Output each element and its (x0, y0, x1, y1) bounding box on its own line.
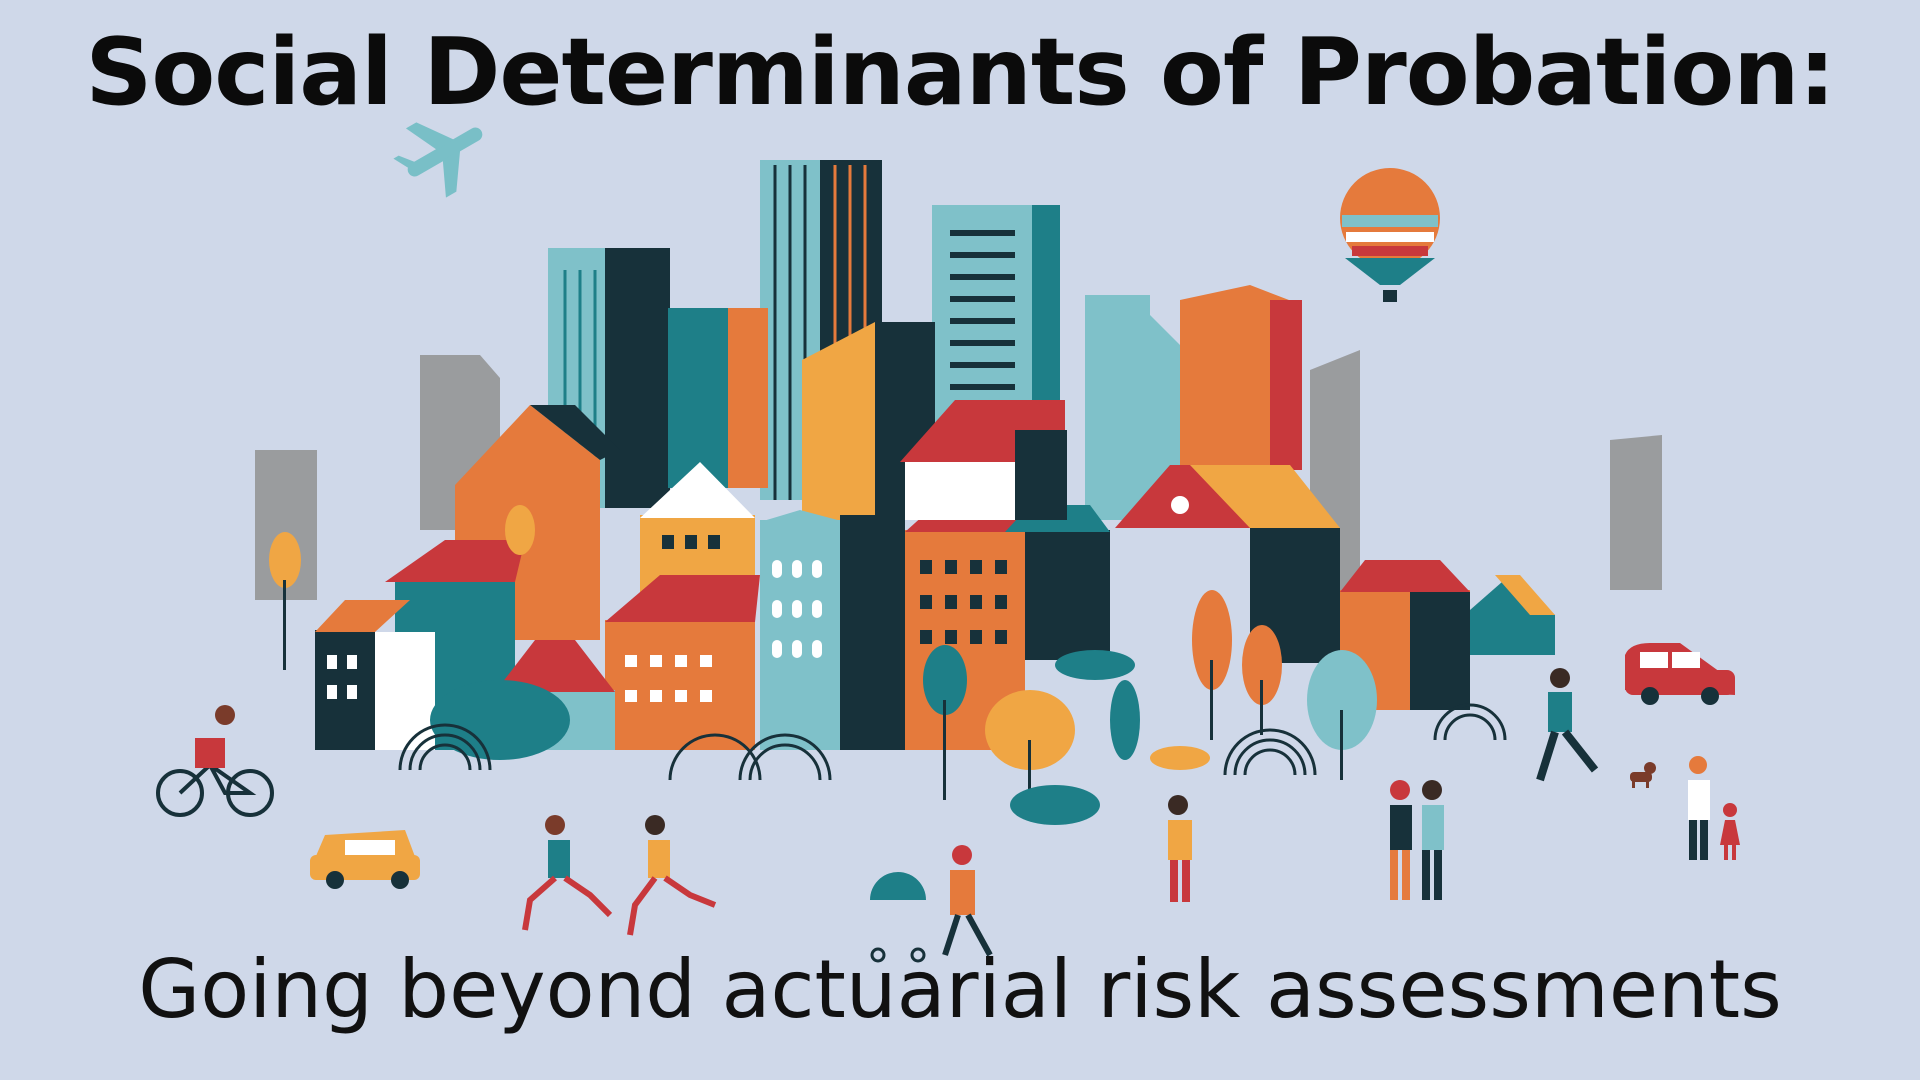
red-car-icon (1625, 643, 1735, 705)
houses (315, 400, 1555, 750)
skyline (548, 160, 1302, 525)
cyclist-icon (156, 705, 274, 817)
runners-icon (522, 815, 717, 936)
trees (269, 505, 1377, 825)
slide-title: Social Determinants of Probation: (85, 18, 1835, 126)
grey-buildings (255, 350, 1662, 600)
stroller-walker-icon (870, 845, 993, 963)
parent-child-icon (1688, 756, 1740, 860)
pedestrians-icon (1168, 668, 1599, 902)
taxi-car-icon (310, 830, 420, 889)
airplane-icon (393, 122, 483, 198)
hot-air-balloon-icon (1340, 168, 1440, 302)
decorative-arches (398, 703, 1507, 781)
dog-icon (1630, 762, 1656, 788)
slide-subtitle: Going beyond actuarial risk assessments (138, 943, 1782, 1036)
